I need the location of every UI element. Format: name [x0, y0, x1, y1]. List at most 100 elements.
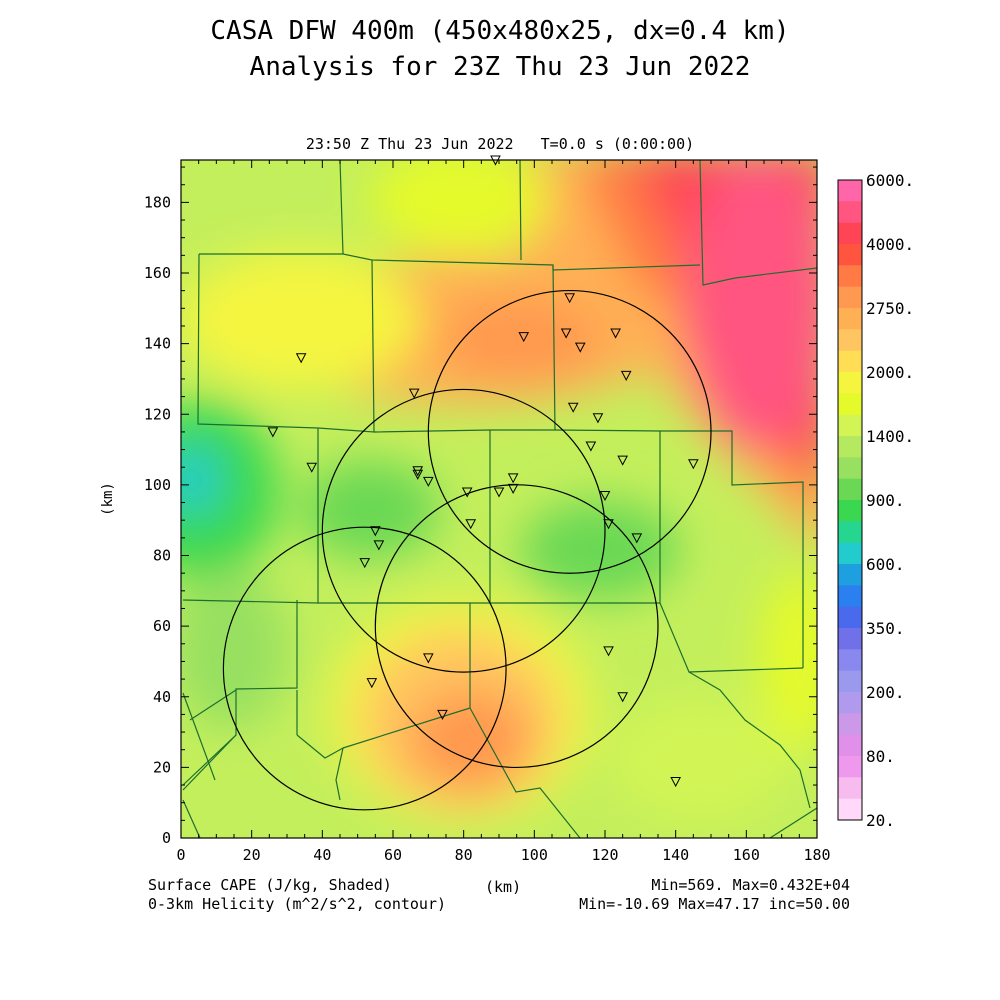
- station-marker: [359, 558, 371, 569]
- colorbar-swatch: [838, 329, 862, 352]
- x-tick-label: 80: [455, 846, 473, 864]
- station-marker: [507, 483, 519, 494]
- colorbar-swatch: [838, 756, 862, 778]
- station-marker: [592, 413, 604, 424]
- colorbar-swatch: [838, 649, 862, 672]
- station-marker: [574, 342, 586, 353]
- colorbar-swatch: [838, 670, 862, 693]
- y-tick-label: 120: [144, 405, 171, 423]
- station-marker: [518, 332, 530, 343]
- colorbar-swatch: [838, 521, 862, 544]
- colorbar-swatch: [838, 585, 862, 608]
- colorbar-swatch: [838, 286, 862, 309]
- station-marker: [306, 462, 318, 473]
- station-marker: [560, 328, 572, 339]
- station-marker: [567, 402, 579, 413]
- x-tick-label: 140: [662, 846, 689, 864]
- colorbar-swatch: [838, 393, 862, 416]
- station-marker: [267, 427, 279, 438]
- chart-subtitle: Analysis for 23Z Thu 23 Jun 2022: [249, 52, 751, 82]
- colorbar-label: 1400.: [866, 427, 914, 446]
- y-tick-label: 100: [144, 476, 171, 494]
- station-marker: [493, 487, 505, 498]
- chart-title: CASA DFW 400m (450x480x25, dx=0.4 km): [210, 16, 790, 46]
- x-axis-unit-label: (km): [485, 878, 522, 896]
- station-marker: [461, 487, 473, 498]
- colorbar-swatch: [838, 201, 862, 224]
- colorbar-swatch: [838, 500, 862, 522]
- y-tick-label: 60: [153, 617, 171, 635]
- station-marker: [599, 490, 611, 502]
- colorbar-label: 20.: [866, 811, 895, 830]
- y-tick-label: 40: [153, 688, 171, 706]
- colorbar-label: 80.: [866, 747, 895, 766]
- x-tick-label: 40: [313, 846, 331, 864]
- station-marker: [603, 519, 614, 530]
- x-tick-label: 120: [591, 846, 618, 864]
- station-marker: [437, 709, 448, 720]
- station-marker: [670, 777, 681, 788]
- y-tick-label: 80: [153, 547, 171, 565]
- x-tick-label: 20: [243, 846, 261, 864]
- colorbar-swatch: [838, 606, 862, 629]
- helicity-contour-2: [222, 526, 507, 811]
- cape-shading: [181, 160, 817, 838]
- station-marker: [688, 459, 699, 470]
- station-markers: [267, 155, 699, 788]
- station-marker: [465, 519, 477, 530]
- station-marker: [620, 370, 632, 381]
- colorbar-swatch: [838, 265, 862, 288]
- colorbar-swatch: [838, 734, 862, 757]
- station-marker: [370, 526, 381, 537]
- x-axis: 0 20 40 60 80 100 120 140 160 180: [176, 160, 831, 864]
- colorbar-swatch: [838, 244, 862, 266]
- helicity-contour-0: [427, 289, 712, 574]
- colorbar-swatch: [838, 628, 862, 650]
- colorbar-swatch: [838, 713, 862, 736]
- y-axis-label: (km): [100, 482, 116, 516]
- county-boundaries: [182, 160, 817, 838]
- colorbar-swatch: [838, 222, 862, 245]
- colorbar-swatch: [838, 308, 862, 330]
- colorbar-swatch: [838, 777, 862, 800]
- station-marker: [617, 455, 628, 466]
- station-marker: [603, 646, 614, 657]
- station-marker: [507, 473, 519, 484]
- y-tick-label: 180: [144, 193, 171, 211]
- colorbar-label: 900.: [866, 491, 905, 510]
- plot-timestamp: 23:50 Z Thu 23 Jun 2022 T=0.0 s (0:00:00…: [305, 135, 695, 153]
- colorbar-swatch: [838, 478, 862, 501]
- colorbar-label: 2000.: [866, 363, 914, 382]
- colorbar-swatch: [838, 372, 862, 394]
- colorbar-swatch: [838, 692, 862, 714]
- colorbar-swatch: [838, 436, 862, 458]
- colorbar-label: 350.: [866, 619, 905, 638]
- helicity-contour-1: [321, 388, 606, 673]
- station-marker: [408, 388, 420, 399]
- y-tick-label: 20: [153, 758, 171, 776]
- footer-helicity-label: 0-3km Helicity (m^2/s^2, contour): [148, 895, 447, 913]
- footer-helicity-range: Min=-10.69 Max=47.17 inc=50.00: [579, 895, 850, 913]
- colorbar: 6000. 4000. 2750. 2000. 1400. 900. 600. 350. 200…: [838, 171, 914, 830]
- colorbar-label: 200.: [866, 683, 905, 702]
- station-marker: [373, 540, 385, 551]
- station-marker: [631, 533, 643, 544]
- colorbar-swatch: [838, 457, 862, 480]
- station-marker: [423, 653, 434, 664]
- station-marker: [617, 692, 628, 703]
- station-marker: [295, 353, 307, 364]
- colorbar-frame: [837, 179, 863, 821]
- footer-cape-range: Min=569. Max=0.432E+04: [651, 876, 850, 894]
- x-tick-label: 0: [176, 846, 185, 864]
- colorbar-swatch: [838, 564, 862, 586]
- colorbar-swatch: [838, 798, 862, 821]
- footer-cape-label: Surface CAPE (J/kg, Shaded): [148, 876, 392, 894]
- colorbar-swatch: [838, 350, 862, 373]
- station-marker: [564, 293, 575, 304]
- colorbar-label: 600.: [866, 555, 905, 574]
- station-marker: [585, 441, 597, 452]
- colorbar-label: 2750.: [866, 299, 914, 318]
- x-tick-label: 180: [803, 846, 830, 864]
- colorbar-swatch: [838, 414, 862, 437]
